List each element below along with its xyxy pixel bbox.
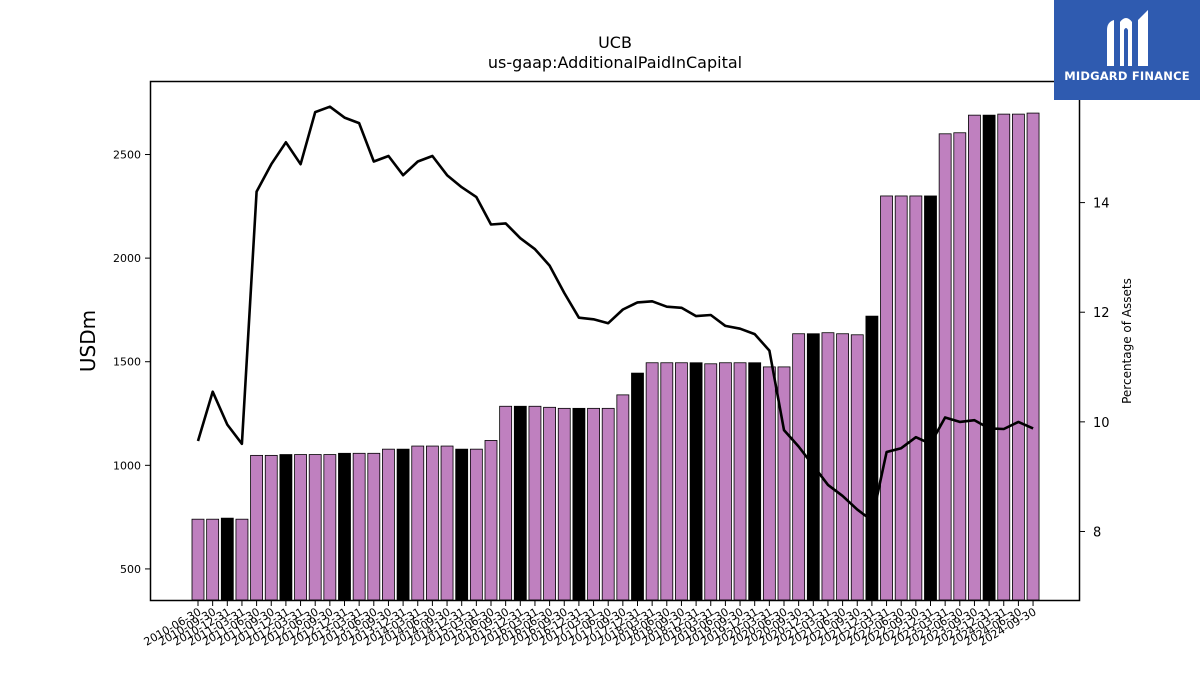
bar-2024-09-30	[1026, 112, 1040, 601]
bar-2016-03-31	[528, 405, 542, 601]
bar-2018-12-31	[689, 362, 703, 601]
y2-tick-label: 8	[1093, 525, 1101, 540]
bar-2023-09-30	[968, 114, 981, 601]
bar-2016-09-30	[557, 407, 571, 601]
midgard-finance-logo: MIDGARD FINANCE	[1054, 0, 1200, 100]
bar-2012-09-30	[323, 454, 337, 601]
midgard-m-logo-icon	[1107, 10, 1148, 66]
y-tick-label: 1500	[113, 356, 141, 369]
bar-2023-03-31	[938, 133, 952, 601]
bar-2013-06-30	[367, 452, 381, 601]
bar-2021-06-30	[836, 333, 849, 601]
bar-2024-06-30	[1012, 113, 1025, 601]
bar-2015-12-31	[513, 405, 527, 601]
bar-2010-12-31	[220, 517, 234, 601]
bar-2018-03-31	[645, 362, 659, 601]
y-tick-label: 2000	[113, 252, 141, 265]
bar-2013-12-31	[396, 448, 410, 601]
bar-2019-03-31	[704, 363, 718, 601]
bar-2015-03-31	[469, 448, 483, 601]
bar-2016-12-31	[572, 407, 586, 601]
bar-2011-12-31	[279, 454, 293, 601]
bar-2014-09-30	[440, 445, 454, 601]
bar-series	[191, 112, 1040, 601]
brand-name: MIDGARD FINANCE	[1064, 69, 1190, 83]
bar-2022-06-30	[894, 195, 908, 601]
y2-tick-label: 14	[1093, 197, 1110, 212]
y2-tick-label: 12	[1093, 306, 1110, 321]
bar-2017-12-31	[631, 372, 644, 601]
y2-tick-label: 10	[1093, 416, 1110, 431]
y-tick-label: 1000	[113, 459, 141, 472]
bar-2012-06-30	[308, 454, 322, 601]
bar-2020-03-31	[762, 366, 776, 601]
bar-2022-12-31	[924, 195, 937, 601]
bar-2010-09-30	[206, 518, 220, 601]
y-tick-label: 2500	[113, 149, 141, 162]
y-tick-label: 500	[120, 563, 141, 576]
bar-2024-03-31	[997, 113, 1011, 601]
bar-2019-12-31	[748, 362, 762, 601]
bar-2016-06-30	[543, 406, 556, 601]
bar-2021-09-30	[850, 334, 864, 601]
bar-2015-06-30	[484, 440, 498, 601]
bar-2011-03-31	[235, 518, 249, 601]
bar-2018-06-30	[660, 362, 674, 601]
bar-2014-03-31	[411, 445, 425, 601]
percentage-of-assets-line	[196, 105, 1034, 522]
bar-2019-09-30	[733, 362, 747, 601]
bar-2022-09-30	[909, 195, 923, 601]
bar-2023-12-31	[982, 114, 996, 601]
y-axis-right: 8 10 12 14	[1079, 197, 1110, 540]
bar-2014-12-31	[455, 448, 469, 601]
bar-2011-06-30	[250, 454, 264, 601]
bar-2014-06-30	[425, 445, 439, 601]
bar-2017-03-31	[587, 407, 600, 601]
bar-2021-03-31	[821, 332, 835, 601]
line-series	[196, 105, 1034, 522]
bar-2013-09-30	[382, 448, 395, 601]
bar-2020-09-30	[792, 333, 806, 601]
plot-frame	[149, 80, 1081, 602]
chart-subtitle: us-gaap:AdditionalPaidInCapital	[488, 53, 742, 72]
bar-2013-03-31	[352, 452, 366, 601]
bar-2021-12-31	[865, 315, 879, 601]
bar-2023-06-30	[953, 132, 967, 601]
y-axis-label: USDm	[76, 310, 100, 372]
bar-2018-09-30	[675, 362, 688, 601]
bar-2012-12-31	[338, 452, 351, 601]
bar-2015-09-30	[499, 405, 513, 601]
bar-2012-03-31	[294, 454, 307, 601]
bar-2019-06-30	[719, 362, 732, 601]
bar-2017-06-30	[601, 407, 615, 601]
y2-axis-label: Percentage of Assets	[1120, 278, 1134, 404]
bar-2010-06-30	[191, 518, 205, 601]
bar-2011-09-30	[264, 454, 278, 601]
chart-title: UCB	[598, 33, 632, 52]
y-axis-left: 500 1000 1500 2000 2500	[113, 149, 151, 576]
bar-2022-03-31	[880, 195, 893, 601]
bar-2017-09-30	[616, 394, 630, 601]
x-axis: 2010-06-302010-09-302010-12-312011-03-31…	[142, 600, 1039, 649]
